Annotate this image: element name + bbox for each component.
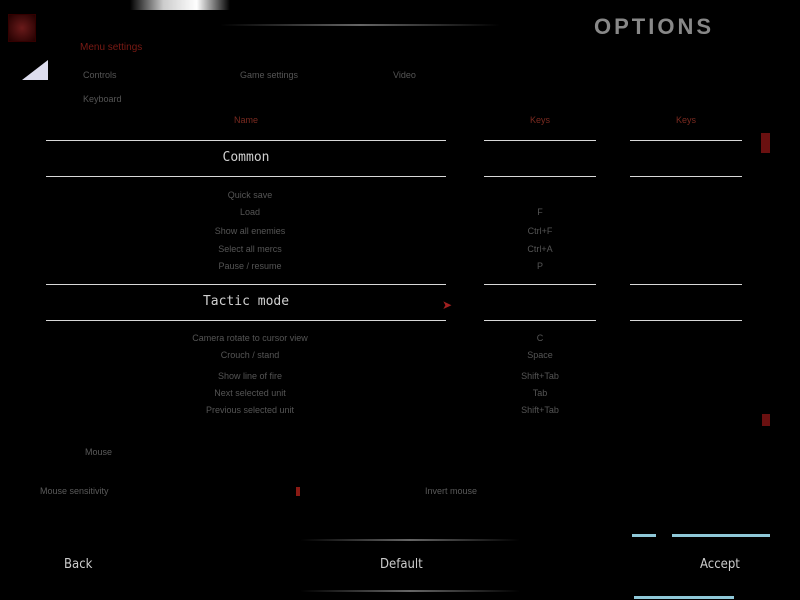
- keybind-row[interactable]: Pause / resume P: [150, 261, 590, 277]
- divider: [46, 320, 446, 321]
- divider: [46, 140, 446, 141]
- tab-video[interactable]: Video: [393, 70, 416, 80]
- tab-game-settings[interactable]: Game settings: [240, 70, 299, 80]
- divider: [46, 284, 446, 285]
- top-banner-decoration: [130, 0, 230, 10]
- divider: [484, 284, 596, 285]
- scroll-up-button[interactable]: [761, 133, 770, 153]
- key-value[interactable]: Ctrl+A: [527, 244, 553, 254]
- key-value[interactable]: Shift+Tab: [521, 405, 559, 415]
- keybind-row[interactable]: Show all enemies Ctrl+F: [150, 226, 590, 242]
- keybind-row[interactable]: Load F: [150, 207, 590, 223]
- action-name: Show line of fire: [217, 371, 283, 381]
- cursor-icon: ➤: [442, 298, 453, 312]
- action-name: Select all mercs: [218, 244, 282, 254]
- mouse-section-label: Mouse: [85, 447, 113, 457]
- divider: [484, 140, 596, 141]
- accent-bar: [672, 534, 770, 537]
- tab-controls[interactable]: Controls: [83, 70, 117, 80]
- divider: [630, 284, 742, 285]
- keybind-row[interactable]: Quick save: [150, 190, 590, 206]
- keybind-row[interactable]: Crouch / stand Space: [150, 350, 590, 366]
- column-header-keys-2: Keys: [675, 115, 696, 125]
- section-tactic-mode: Tactic mode: [202, 294, 290, 309]
- keybind-row[interactable]: Previous selected unit Shift+Tab: [150, 405, 590, 421]
- page-subtitle: Menu settings: [80, 42, 143, 53]
- default-button[interactable]: Default: [380, 557, 423, 572]
- keybind-row[interactable]: Select all mercs Ctrl+A: [150, 244, 590, 260]
- column-header-name: Name: [233, 115, 258, 125]
- slider-handle[interactable]: [296, 487, 300, 496]
- divider: [630, 320, 742, 321]
- divider: [484, 320, 596, 321]
- breadcrumb: [82, 14, 85, 24]
- action-name: Show all enemies: [214, 226, 286, 236]
- page-title: OPTIONS: [594, 14, 715, 39]
- action-name: Crouch / stand: [220, 350, 280, 360]
- divider: [220, 24, 500, 26]
- key-value[interactable]: C: [536, 333, 544, 343]
- divider: [630, 176, 742, 177]
- invert-mouse-label: Invert mouse: [425, 486, 478, 496]
- key-value[interactable]: F: [537, 207, 543, 217]
- game-logo-icon: [8, 14, 36, 42]
- accent-bar: [634, 596, 734, 599]
- action-name: Previous selected unit: [205, 405, 295, 415]
- action-name: Next selected unit: [214, 388, 286, 398]
- action-name: Load: [239, 207, 261, 217]
- key-value[interactable]: Space: [527, 350, 553, 360]
- divider: [300, 539, 520, 541]
- divider: [630, 140, 742, 141]
- key-value[interactable]: Shift+Tab: [521, 371, 559, 381]
- divider: [46, 176, 446, 177]
- key-value[interactable]: Ctrl+F: [527, 226, 553, 236]
- subtab-keyboard[interactable]: Keyboard: [83, 94, 122, 104]
- back-button[interactable]: Back: [64, 557, 93, 572]
- section-common: Common: [222, 150, 270, 165]
- accent-bar: [632, 534, 656, 537]
- corner-triangle-icon: [22, 60, 48, 80]
- scroll-down-button[interactable]: [762, 414, 770, 426]
- action-name: Camera rotate to cursor view: [192, 333, 308, 343]
- keybind-row[interactable]: Show line of fire Shift+Tab: [150, 371, 590, 387]
- divider: [300, 590, 520, 592]
- column-header-keys-1: Keys: [529, 115, 550, 125]
- mouse-sensitivity-label: Mouse sensitivity: [40, 486, 109, 496]
- action-name: Quick save: [227, 190, 273, 200]
- accept-button[interactable]: Accept: [700, 557, 740, 572]
- key-value[interactable]: Tab: [532, 388, 548, 398]
- key-value[interactable]: P: [536, 261, 543, 271]
- keybind-row[interactable]: Next selected unit Tab: [150, 388, 590, 404]
- action-name: Pause / resume: [218, 261, 282, 271]
- divider: [484, 176, 596, 177]
- keybind-row[interactable]: Camera rotate to cursor view C: [150, 333, 590, 349]
